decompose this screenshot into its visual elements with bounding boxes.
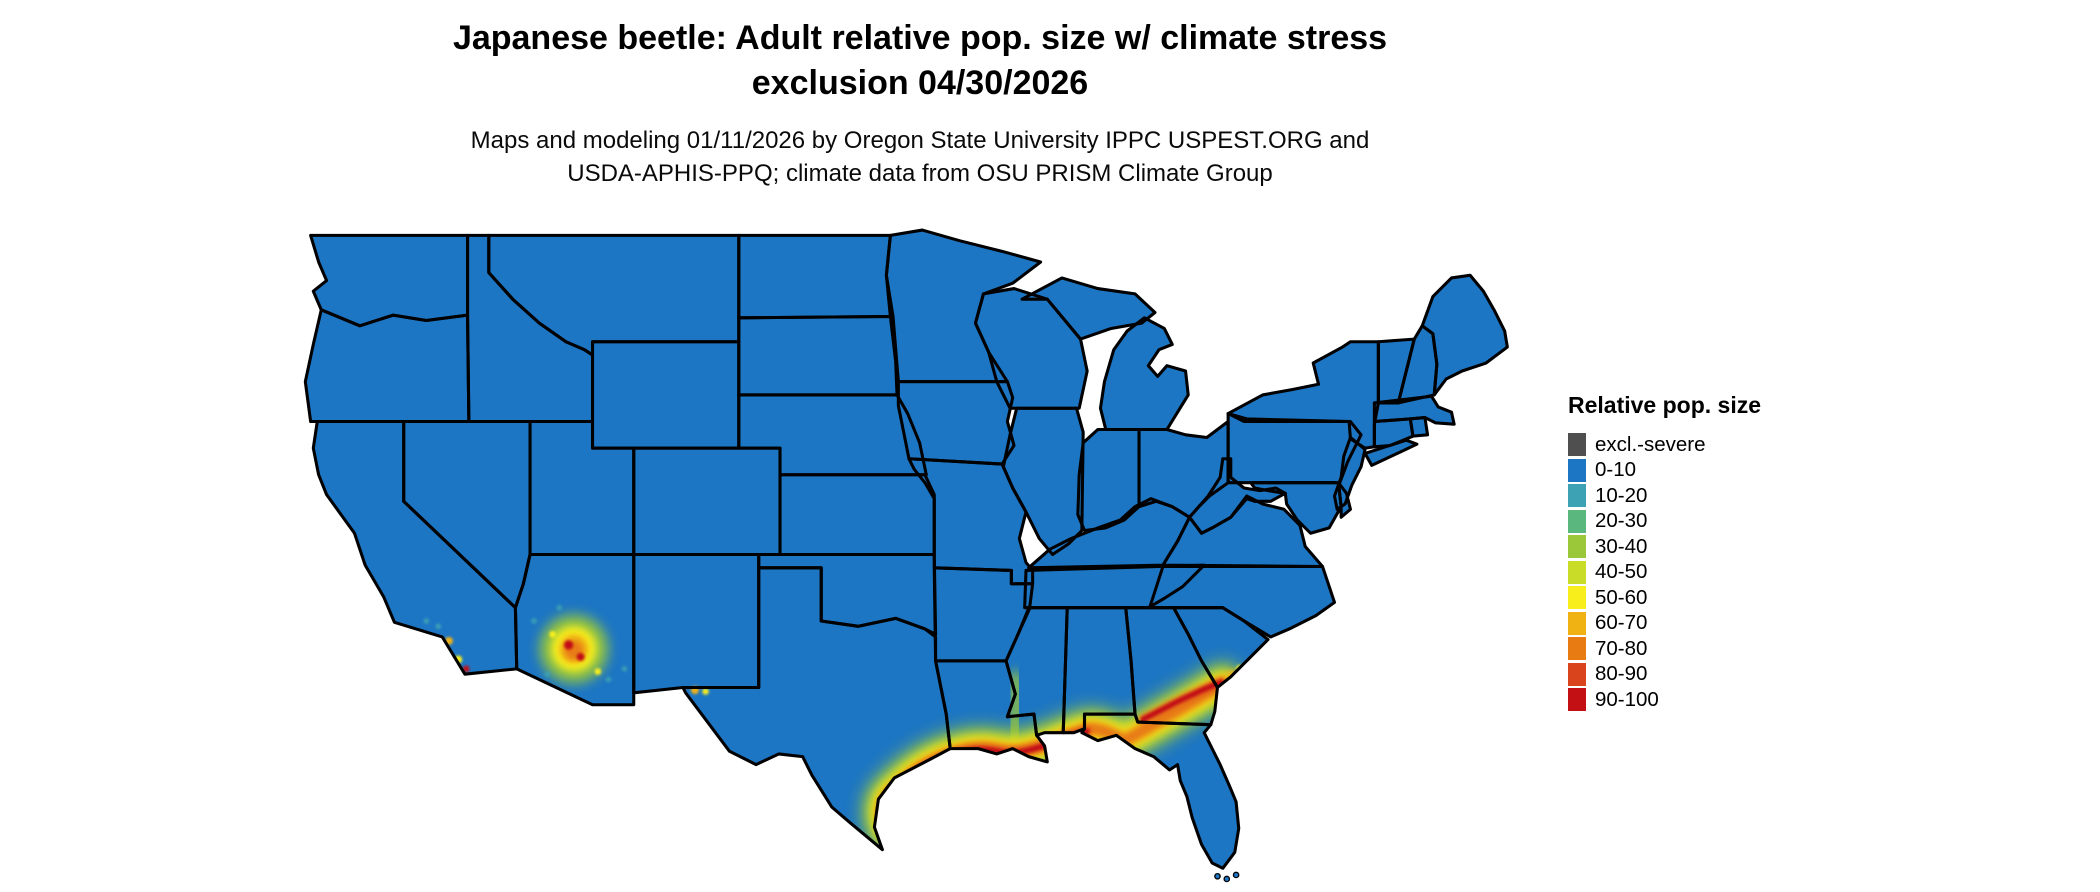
us-map <box>303 228 1509 883</box>
legend-row: excl.-severe <box>1568 432 1761 458</box>
arizona-hotspot-red2 <box>576 652 585 661</box>
arizona-speck <box>531 618 537 624</box>
legend-row: 70-80 <box>1568 636 1761 662</box>
legend-swatch <box>1568 586 1586 610</box>
california-speck-teal <box>423 618 429 624</box>
arizona-speck-yellow <box>549 630 556 638</box>
state-new-mexico <box>633 554 759 693</box>
state-oregon <box>305 309 469 422</box>
legend-row: 50-60 <box>1568 585 1761 611</box>
state-michigan <box>1100 317 1189 430</box>
legend-row: 40-50 <box>1568 560 1761 586</box>
mississippi-valley-stub <box>1004 670 1026 750</box>
legend-swatch <box>1568 688 1586 712</box>
state-north-dakota <box>738 235 891 318</box>
legend-item-label: 50-60 <box>1595 585 1648 609</box>
legend-row: 20-30 <box>1568 509 1761 535</box>
legend-swatch <box>1568 535 1586 559</box>
legend-item-label: 40-50 <box>1595 560 1648 583</box>
legend-item-label: 80-90 <box>1595 662 1648 685</box>
legend-swatch <box>1568 560 1586 584</box>
arizona-speck <box>621 665 628 672</box>
subtitle: Maps and modeling 01/11/2026 by Oregon S… <box>0 124 1840 190</box>
legend-item-label: 60-70 <box>1595 611 1648 634</box>
legend-item-label: 10-20 <box>1595 483 1648 507</box>
arizona-speck-yellow <box>594 668 602 675</box>
state-colorado <box>633 448 781 555</box>
state-south-dakota <box>738 316 898 395</box>
legend-swatch <box>1568 484 1586 508</box>
legend-rows: excl.-severe 0-10 10-20 20-30 30-40 40-50 50-6… <box>1568 432 1761 713</box>
subtitle-line2: USDA-APHIS-PPQ; climate data from OSU PR… <box>567 159 1273 187</box>
legend-swatch <box>1568 458 1586 482</box>
arizona-speck <box>605 676 612 683</box>
page-title-line2: exclusion 04/30/2026 <box>751 63 1089 102</box>
page-title-line1: Japanese beetle: Adult relative pop. siz… <box>452 19 1388 57</box>
state-iowa <box>898 381 1015 465</box>
california-speck-red <box>462 665 470 673</box>
legend-item-label: excl.-severe <box>1595 432 1706 456</box>
arizona-speck <box>544 671 551 678</box>
legend-item-label: 90-100 <box>1595 687 1659 711</box>
arizona-speck <box>556 604 563 611</box>
legend-row: 60-70 <box>1568 611 1761 637</box>
florida-keys <box>1214 871 1240 883</box>
legend-row: 80-90 <box>1568 662 1761 688</box>
subtitle-line1: Maps and modeling 01/11/2026 by Oregon S… <box>470 126 1370 154</box>
legend-item-label: 30-40 <box>1595 534 1648 558</box>
legend-row: 30-40 <box>1568 534 1761 560</box>
header: Japanese beetle: Adult relative pop. siz… <box>0 16 1840 190</box>
legend-item-label: 70-80 <box>1595 636 1648 660</box>
legend-swatch <box>1568 662 1586 686</box>
legend-item-label: 20-30 <box>1595 509 1648 532</box>
legend-swatch <box>1568 637 1586 661</box>
california-speck-teal <box>435 623 441 629</box>
legend-row: 0-10 <box>1568 458 1761 484</box>
legend: Relative pop. size excl.-severe 0-10 10-20… <box>1568 392 1761 713</box>
state-kansas <box>780 474 935 555</box>
legend-row: 90-100 <box>1568 687 1761 713</box>
legend-swatch <box>1568 433 1586 457</box>
state-wyoming <box>592 341 739 449</box>
el-paso-speck-yellow <box>702 688 709 695</box>
legend-swatch <box>1568 509 1586 533</box>
legend-swatch <box>1568 611 1586 635</box>
legend-item-label: 0-10 <box>1595 458 1637 481</box>
legend-row: 10-20 <box>1568 483 1761 509</box>
legend-title: Relative pop. size <box>1568 392 1762 418</box>
state-washington <box>310 235 468 326</box>
arizona-hotspot-red1 <box>563 640 574 650</box>
